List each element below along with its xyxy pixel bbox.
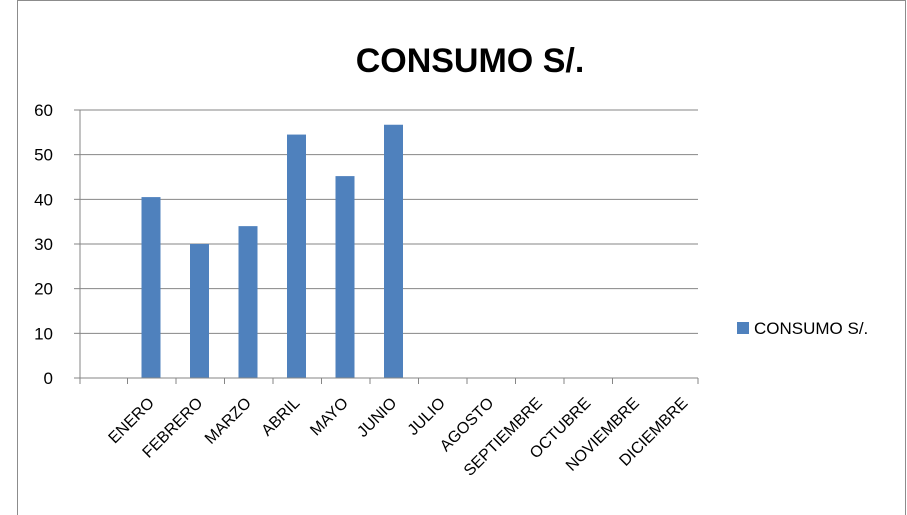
y-tick-label: 20 <box>34 280 53 299</box>
y-tick-label: 10 <box>34 324 53 343</box>
bar-abril <box>287 134 306 378</box>
y-tick-label: 0 <box>44 369 53 388</box>
x-tick-label: ABRIL <box>259 395 304 440</box>
bar-mayo <box>335 176 355 378</box>
bar-marzo <box>238 226 258 378</box>
x-tick-label: JULIO <box>405 395 449 439</box>
legend-swatch <box>737 322 749 334</box>
bar-junio <box>384 124 403 379</box>
legend-label: CONSUMO S/. <box>754 319 868 338</box>
y-tick-label: 40 <box>34 190 53 209</box>
y-tick-label: 30 <box>34 235 53 254</box>
y-tick-label: 60 <box>34 101 53 120</box>
y-tick-label: 50 <box>34 146 53 165</box>
x-tick-label: MARZO <box>202 395 255 448</box>
y-axis: 0 10 20 30 40 50 60 <box>34 101 81 388</box>
legend: CONSUMO S/. <box>737 319 868 338</box>
bar-enero <box>141 197 161 378</box>
chart-frame <box>17 0 906 515</box>
x-tick-label: MAYO <box>307 395 352 440</box>
bars <box>141 124 403 379</box>
x-tick-label: JUNIO <box>354 395 400 441</box>
chart-title: CONSUMO S/. <box>356 42 585 80</box>
bar-febrero <box>190 244 209 378</box>
